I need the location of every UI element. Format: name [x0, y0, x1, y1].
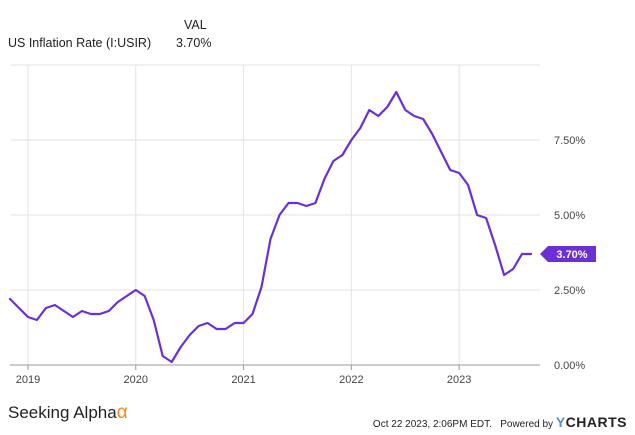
axis-layer: 0.00% 2.50% 5.00% 7.50% 2019 2020 2021 2022 2023	[10, 135, 585, 386]
ycharts-logo[interactable]: YCHARTS	[556, 414, 627, 430]
end-value-label: 3.70%	[540, 246, 596, 262]
x-tick-label: 2021	[231, 374, 255, 386]
footer-attribution: Oct 22 2023, 2:06PM EDT. Powered by YCHA…	[373, 414, 627, 430]
powered-by-text: Powered by	[500, 419, 554, 430]
grid-layer	[10, 64, 540, 366]
legend-series-value: 3.70%	[176, 36, 212, 50]
legend-series-name[interactable]: US Inflation Rate (I:USIR)	[8, 36, 152, 50]
label-layer: 3.70%	[540, 246, 596, 262]
y-tick-label: 5.00%	[554, 210, 585, 222]
x-tick-label: 2020	[124, 374, 148, 386]
ycharts-y-icon: Y	[555, 414, 566, 430]
line-chart: 0.00% 2.50% 5.00% 7.50% 2019 2020 2021 2022 2023…	[8, 64, 596, 386]
seeking-alpha-text: Seeking Alpha	[8, 403, 117, 422]
legend-header: VAL	[184, 18, 207, 32]
series-line[interactable]	[8, 90, 533, 364]
x-tick-label: 2023	[447, 374, 471, 386]
ycharts-text: CHARTS	[565, 414, 627, 430]
series-layer	[8, 90, 533, 364]
y-tick-label: 0.00%	[554, 360, 585, 372]
x-tick-label: 2022	[339, 374, 363, 386]
end-value-text: 3.70%	[556, 249, 587, 261]
y-tick-label: 7.50%	[554, 135, 585, 147]
timestamp: Oct 22 2023, 2:06PM EDT.	[372, 419, 492, 430]
alpha-icon: α	[116, 402, 128, 423]
y-tick-label: 2.50%	[554, 285, 585, 297]
x-tick-label: 2019	[16, 374, 40, 386]
seeking-alpha-logo: Seeking Alphaα	[8, 402, 128, 424]
